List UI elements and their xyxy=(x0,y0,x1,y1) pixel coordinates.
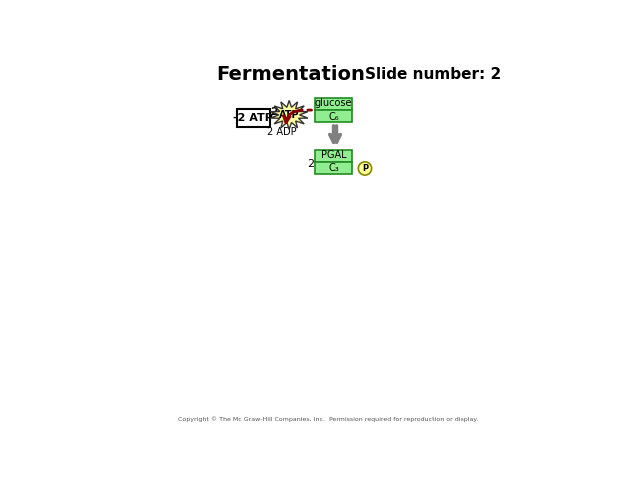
Text: Slide number: 2: Slide number: 2 xyxy=(365,67,502,82)
Text: 2: 2 xyxy=(271,108,278,117)
Text: C₃: C₃ xyxy=(328,163,339,173)
Text: glucose: glucose xyxy=(315,98,352,108)
FancyBboxPatch shape xyxy=(315,110,352,122)
Text: C₆: C₆ xyxy=(328,111,339,121)
FancyBboxPatch shape xyxy=(237,108,269,127)
Text: PGAL: PGAL xyxy=(321,150,346,160)
FancyBboxPatch shape xyxy=(315,98,352,110)
Text: P: P xyxy=(362,164,368,173)
Text: ATP: ATP xyxy=(279,110,300,120)
Text: -2 ATP: -2 ATP xyxy=(233,113,273,123)
Polygon shape xyxy=(271,100,308,129)
FancyBboxPatch shape xyxy=(315,162,352,174)
Circle shape xyxy=(358,162,372,175)
Text: Fermentation: Fermentation xyxy=(216,65,365,84)
Text: 2: 2 xyxy=(307,159,314,169)
FancyBboxPatch shape xyxy=(315,150,352,162)
Text: Copyright © The Mc Graw-Hill Companies, Inc.  Permission required for reproducti: Copyright © The Mc Graw-Hill Companies, … xyxy=(178,416,478,422)
FancyArrowPatch shape xyxy=(284,110,302,123)
Text: 2 ADP: 2 ADP xyxy=(268,127,297,136)
